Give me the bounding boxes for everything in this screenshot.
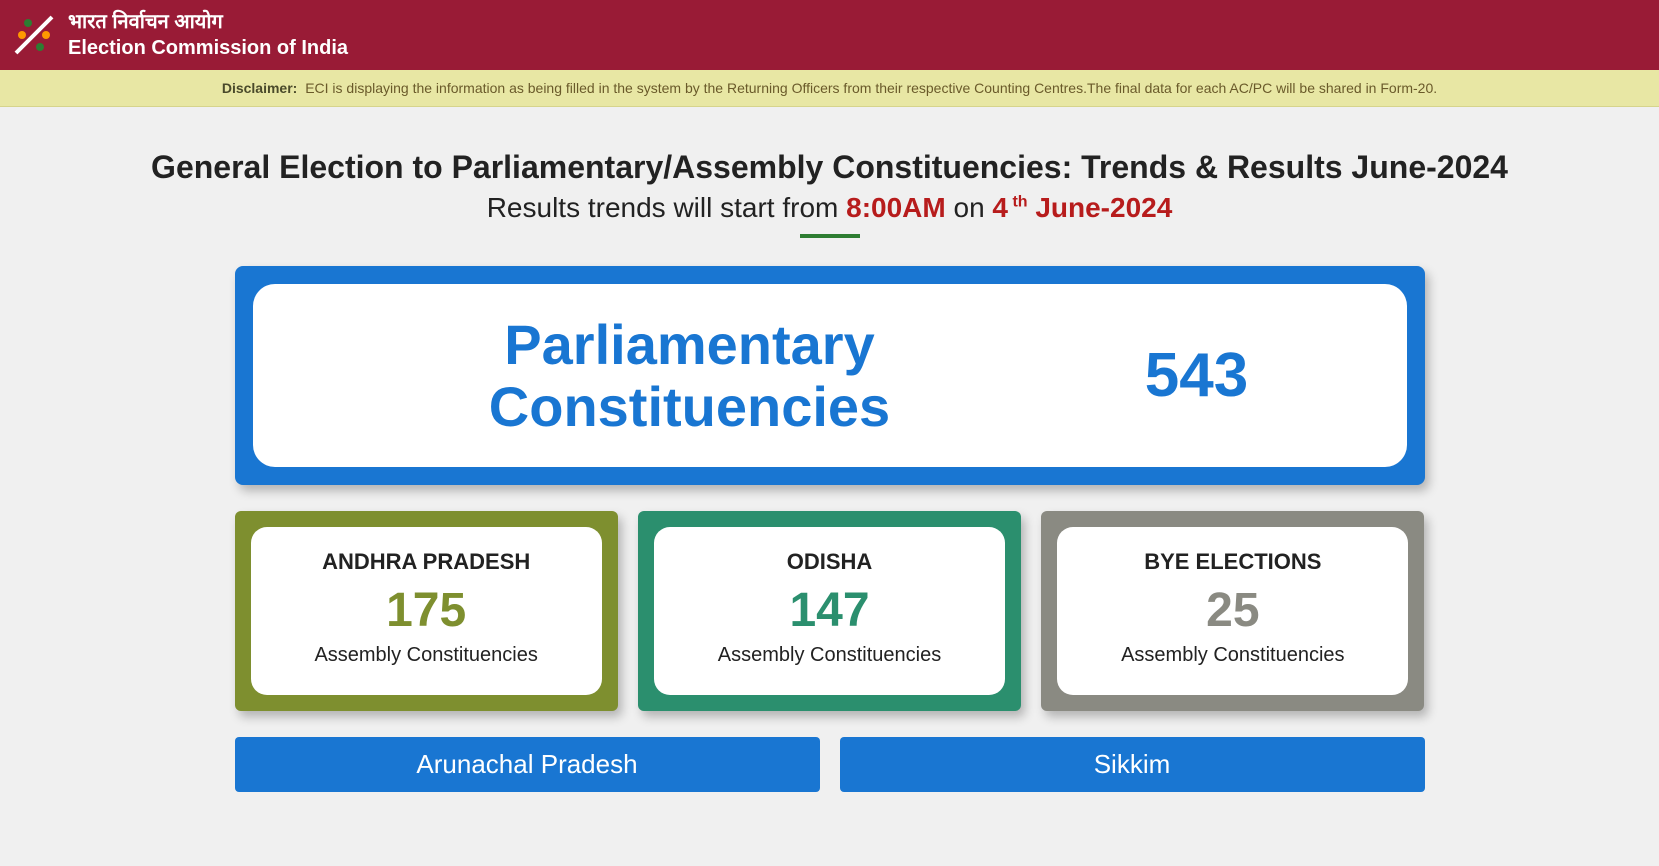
main-container: Parliamentary Constituencies 543 ANDHRA …: [235, 266, 1425, 792]
state-sub: Assembly Constituencies: [261, 644, 592, 667]
subtitle-th: th: [1008, 194, 1028, 211]
page-title: General Election to Parliamentary/Assemb…: [0, 149, 1659, 186]
state-sub: Assembly Constituencies: [1067, 644, 1398, 667]
disclaimer-label: Disclaimer:: [222, 80, 297, 96]
parl-title-line2: Constituencies: [489, 375, 890, 438]
state-name: ANDHRA PRADESH: [261, 549, 592, 575]
sikkim-button[interactable]: Sikkim: [840, 737, 1425, 792]
parliamentary-title: Parliamentary Constituencies: [323, 314, 1057, 437]
state-count: 147: [664, 583, 995, 638]
state-card-inner: BYE ELECTIONS 25 Assembly Constituencies: [1057, 527, 1408, 695]
parliamentary-inner: Parliamentary Constituencies 543: [253, 284, 1407, 467]
state-name: BYE ELECTIONS: [1067, 549, 1398, 575]
parl-title-line1: Parliamentary: [504, 313, 874, 376]
subtitle: Results trends will start from 8:00AM on…: [0, 192, 1659, 224]
title-underline: [800, 234, 860, 238]
state-count: 175: [261, 583, 592, 638]
state-sub: Assembly Constituencies: [664, 644, 995, 667]
state-card-odisha[interactable]: ODISHA 147 Assembly Constituencies: [638, 511, 1021, 711]
subtitle-prefix: Results trends will start from: [487, 192, 846, 223]
disclaimer-bar: Disclaimer: ECI is displaying the inform…: [0, 70, 1659, 107]
arunachal-pradesh-button[interactable]: Arunachal Pradesh: [235, 737, 820, 792]
parliamentary-card[interactable]: Parliamentary Constituencies 543: [235, 266, 1425, 485]
site-header: भारत निर्वाचन आयोग Election Commission o…: [0, 0, 1659, 70]
subtitle-date: June-2024: [1028, 192, 1173, 223]
state-card-andhra-pradesh[interactable]: ANDHRA PRADESH 175 Assembly Constituenci…: [235, 511, 618, 711]
disclaimer-text: ECI is displaying the information as bei…: [305, 80, 1437, 96]
state-card-inner: ODISHA 147 Assembly Constituencies: [654, 527, 1005, 695]
state-count: 25: [1067, 583, 1398, 638]
subtitle-day: 4: [992, 192, 1008, 223]
eci-logo-icon: [12, 13, 56, 57]
state-card-inner: ANDHRA PRADESH 175 Assembly Constituenci…: [251, 527, 602, 695]
subtitle-mid: on: [946, 192, 993, 223]
state-buttons-row: Arunachal Pradesh Sikkim: [235, 737, 1425, 792]
state-card-bye-elections[interactable]: BYE ELECTIONS 25 Assembly Constituencies: [1041, 511, 1424, 711]
state-name: ODISHA: [664, 549, 995, 575]
state-cards-row: ANDHRA PRADESH 175 Assembly Constituenci…: [235, 511, 1425, 711]
header-titles: भारत निर्वाचन आयोग Election Commission o…: [68, 9, 348, 61]
header-title-english: Election Commission of India: [68, 35, 348, 61]
header-title-hindi: भारत निर्वाचन आयोग: [68, 9, 348, 35]
parliamentary-count: 543: [1057, 340, 1337, 411]
subtitle-time: 8:00AM: [846, 192, 946, 223]
